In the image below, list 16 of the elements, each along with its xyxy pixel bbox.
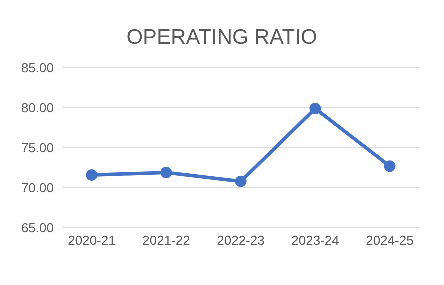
- chart-title: OPERATING RATIO: [126, 26, 318, 50]
- y-tick-label: 85.00: [21, 60, 54, 76]
- y-tick-label: 70.00: [21, 180, 54, 196]
- y-tick-label: 65.00: [21, 220, 54, 236]
- y-tick-label: 80.00: [21, 100, 54, 116]
- point: [384, 160, 396, 172]
- x-tick-label: 2021-22: [142, 233, 190, 248]
- y-tick-label: 75.00: [21, 140, 54, 156]
- point: [310, 103, 322, 115]
- x-tick-label: 2022-23: [217, 233, 265, 248]
- point: [160, 167, 172, 179]
- x-tick-label: 2023-24: [292, 233, 340, 248]
- point: [86, 169, 98, 181]
- point: [235, 176, 247, 188]
- x-tick-label: 2024-25: [366, 233, 414, 248]
- x-tick-label: 2020-21: [68, 233, 116, 248]
